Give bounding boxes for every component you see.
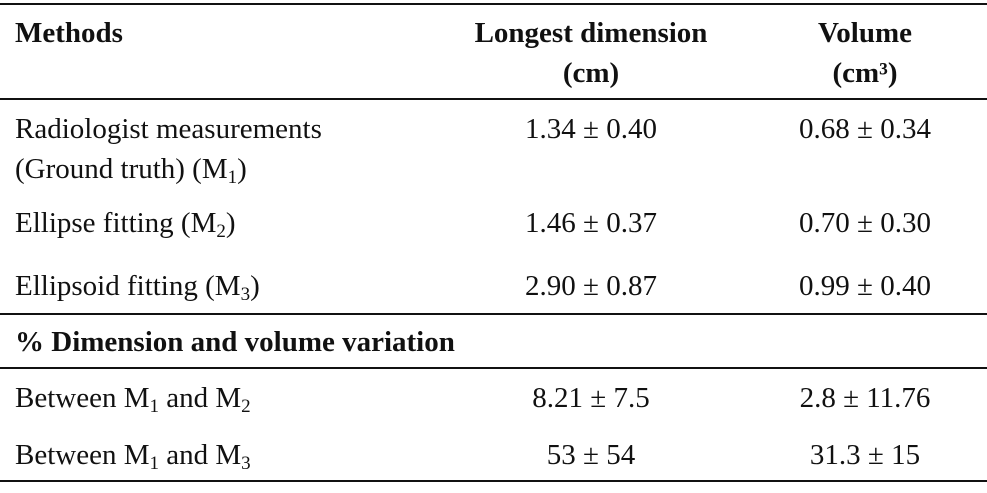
header-volume-line1: Volume bbox=[818, 17, 912, 49]
section-title-rule bbox=[0, 367, 987, 369]
label-text: and M bbox=[159, 382, 242, 414]
variation-row-m1-m3-volume: 31.3 ± 15 bbox=[809, 439, 921, 471]
variation-row-m1-m3-label: Between M1 and M3 bbox=[15, 436, 251, 474]
method-text: Ellipse fitting (M bbox=[15, 207, 217, 239]
method-text-suffix: ) bbox=[250, 270, 260, 302]
row-ellipse-method: Ellipse fitting (M2) bbox=[15, 204, 236, 242]
row-ellipsoid-dimension: 2.90 ± 0.87 bbox=[525, 270, 657, 302]
header-rule bbox=[0, 98, 987, 100]
header-methods: Methods bbox=[15, 17, 123, 49]
label-subscript: 1 bbox=[149, 453, 160, 474]
row-ellipse-dimension: 1.46 ± 0.37 bbox=[525, 207, 657, 239]
method-text-suffix: ) bbox=[237, 153, 247, 185]
method-subscript: 2 bbox=[216, 221, 226, 242]
table-bottom-rule bbox=[0, 480, 987, 482]
label-subscript: 2 bbox=[241, 396, 251, 417]
row-radiologist-method-line2: (Ground truth) (M1) bbox=[15, 150, 247, 188]
method-subscript: 1 bbox=[227, 167, 238, 188]
row-ellipsoid-volume: 0.99 ± 0.40 bbox=[799, 270, 931, 302]
method-text-suffix: ) bbox=[225, 207, 236, 239]
section-title: % Dimension and volume variation bbox=[15, 326, 455, 358]
row-radiologist-volume: 0.68 ± 0.34 bbox=[799, 113, 931, 145]
row-ellipsoid-method: Ellipsoid fitting (M3) bbox=[15, 267, 260, 305]
label-subscript: 1 bbox=[149, 396, 160, 417]
variation-row-m1-m2-volume: 2.8 ± 11.76 bbox=[799, 382, 931, 414]
label-subscript: 3 bbox=[241, 453, 251, 474]
variation-row-m1-m3-dimension: 53 ± 54 bbox=[546, 439, 636, 471]
table-top-rule bbox=[0, 3, 987, 5]
header-dimension-line2: (cm) bbox=[562, 57, 620, 89]
row-ellipse-volume: 0.70 ± 0.30 bbox=[799, 207, 931, 239]
section-rule bbox=[0, 313, 987, 315]
row-radiologist-method-line1: Radiologist measurements bbox=[15, 113, 322, 145]
variation-row-m1-m2-label: Between M1 and M2 bbox=[15, 379, 251, 417]
method-subscript: 3 bbox=[240, 284, 251, 305]
label-text: Between M bbox=[15, 382, 150, 414]
row-radiologist-dimension: 1.34 ± 0.40 bbox=[525, 113, 657, 145]
method-text: (Ground truth) (M bbox=[15, 153, 228, 185]
variation-row-m1-m2-dimension: 8.21 ± 7.5 bbox=[532, 382, 650, 414]
header-volume-line2: (cm³) bbox=[832, 57, 898, 89]
header-dimension-line1: Longest dimension bbox=[474, 17, 708, 49]
label-text: Between M bbox=[15, 439, 150, 471]
method-text: Ellipsoid fitting (M bbox=[15, 270, 241, 302]
label-text: and M bbox=[159, 439, 242, 471]
